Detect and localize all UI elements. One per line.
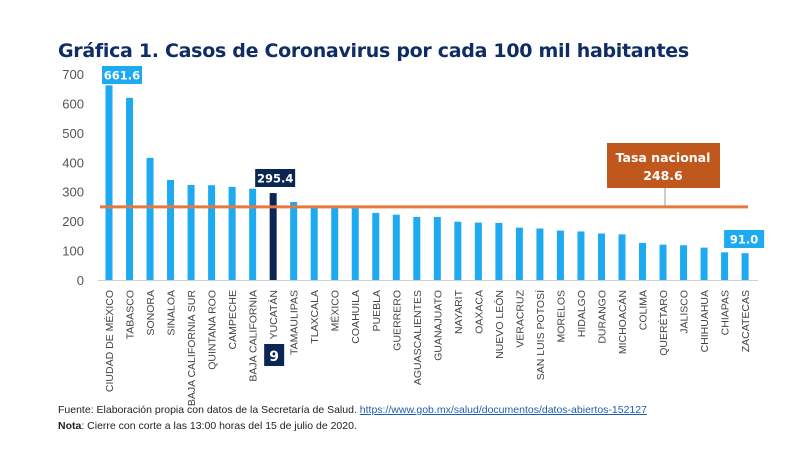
y-tick-label: 200: [62, 214, 84, 229]
x-tick-label: QUERÉTARO: [657, 290, 670, 356]
x-tick-label: OAXACA: [473, 290, 485, 334]
bar: [721, 252, 729, 280]
y-tick-label: 400: [62, 155, 84, 170]
bar: [126, 97, 134, 280]
x-tick-label: BAJA CALIFORNIA SUR: [186, 290, 198, 407]
y-tick-label: 100: [62, 244, 84, 259]
note: Nota: Cierre con corte a las 13:00 horas…: [58, 420, 357, 432]
source-note: Fuente: Elaboración propia con datos de …: [58, 404, 647, 416]
y-tick-label: 0: [77, 273, 84, 288]
x-tick-label: TABASCO: [125, 290, 137, 339]
bar: [290, 202, 298, 280]
bar: [331, 207, 339, 280]
bar: [515, 227, 523, 280]
x-tick-label: YUCATÁN: [267, 290, 280, 339]
x-tick-label: MICHOACÁN: [616, 290, 629, 354]
bar: [269, 193, 277, 280]
reference-label: Tasa nacional: [616, 150, 711, 165]
x-tick-label: JALISCO: [679, 290, 691, 334]
bar: [208, 185, 216, 280]
note-label: Nota: [58, 420, 82, 432]
bar: [741, 253, 749, 280]
y-tick-label: 700: [62, 67, 84, 82]
source-text: Fuente: Elaboración propia con datos de …: [58, 404, 360, 416]
x-tick-label: BAJA CALIFORNIA: [248, 290, 260, 382]
data-label: 91.0: [730, 233, 758, 247]
bar: [454, 221, 462, 280]
x-tick-label: MORELOS: [555, 290, 567, 343]
x-tick-label: COAHUILA: [350, 290, 362, 344]
bar: [577, 231, 585, 280]
bar: [228, 187, 236, 280]
bar: [413, 217, 421, 280]
bar: [659, 244, 667, 280]
x-tick-label: SINALOA: [166, 290, 178, 336]
bar: [167, 179, 175, 280]
x-tick-label: NAYARIT: [453, 289, 465, 334]
x-tick-label: GUANAJUATO: [432, 290, 444, 361]
bar: [372, 212, 380, 280]
rank-badge-text: 9: [269, 349, 279, 365]
x-tick-label: AGUASCALIENTES: [412, 290, 424, 385]
x-tick-label: TLAXCALA: [309, 290, 321, 344]
bar: [433, 217, 441, 280]
bar: [249, 188, 257, 280]
source-link[interactable]: https://www.gob.mx/salud/documentos/dato…: [359, 404, 647, 416]
bar: [556, 230, 564, 280]
bar: [536, 228, 544, 280]
bar: [351, 207, 359, 280]
note-text: : Cierre con corte a las 13:00 horas del…: [81, 420, 357, 432]
rank-badge: [264, 344, 285, 366]
bar: [310, 207, 318, 280]
bar: [495, 222, 503, 280]
x-tick-label: CAMPECHE: [227, 290, 239, 350]
bar: [618, 234, 626, 280]
y-tick-label: 600: [62, 96, 84, 111]
bar: [474, 222, 482, 280]
data-label-box: [102, 66, 142, 84]
x-tick-label: MÉXICO: [329, 290, 342, 331]
x-tick-label: SAN LUIS POTOSÍ: [534, 290, 547, 380]
y-tick-label: 300: [62, 185, 84, 200]
bar: [680, 245, 688, 280]
x-tick-label: COLIMA: [638, 290, 650, 330]
x-tick-label: HIDALGO: [576, 290, 588, 337]
bar: [700, 247, 708, 280]
x-tick-label: PUEBLA: [371, 290, 383, 331]
data-label: 295.4: [257, 172, 293, 186]
bar: [639, 242, 647, 280]
chart-title: Gráfica 1. Casos de Coronavirus por cada…: [58, 40, 689, 62]
x-tick-label: QUINTANA ROO: [207, 290, 219, 370]
bar: [597, 233, 605, 280]
x-tick-label: ZACATECAS: [740, 290, 752, 352]
data-label-box: [724, 230, 765, 248]
data-label-box: [255, 169, 296, 187]
x-tick-label: VERACRUZ: [514, 289, 526, 347]
x-tick-label: SONORA: [145, 290, 157, 336]
x-tick-label: TAMAULIPAS: [289, 290, 301, 355]
x-tick-label: DURANGO: [596, 290, 608, 344]
reference-label-box: [607, 143, 720, 188]
x-tick-label: NUEVO LEÓN: [493, 290, 506, 359]
bar: [146, 157, 154, 280]
bar: [105, 85, 113, 280]
reference-value: 248.6: [643, 168, 683, 183]
data-label: 661.6: [104, 69, 140, 83]
bar: [187, 184, 195, 280]
x-tick-label: CHIAPAS: [720, 290, 732, 335]
x-tick-label: CIUDAD DE MÉXICO: [103, 290, 116, 392]
x-tick-label: GUERRERO: [391, 290, 403, 351]
y-tick-label: 500: [62, 126, 84, 141]
x-tick-label: CHIHUAHUA: [699, 290, 711, 352]
bar: [392, 214, 400, 280]
